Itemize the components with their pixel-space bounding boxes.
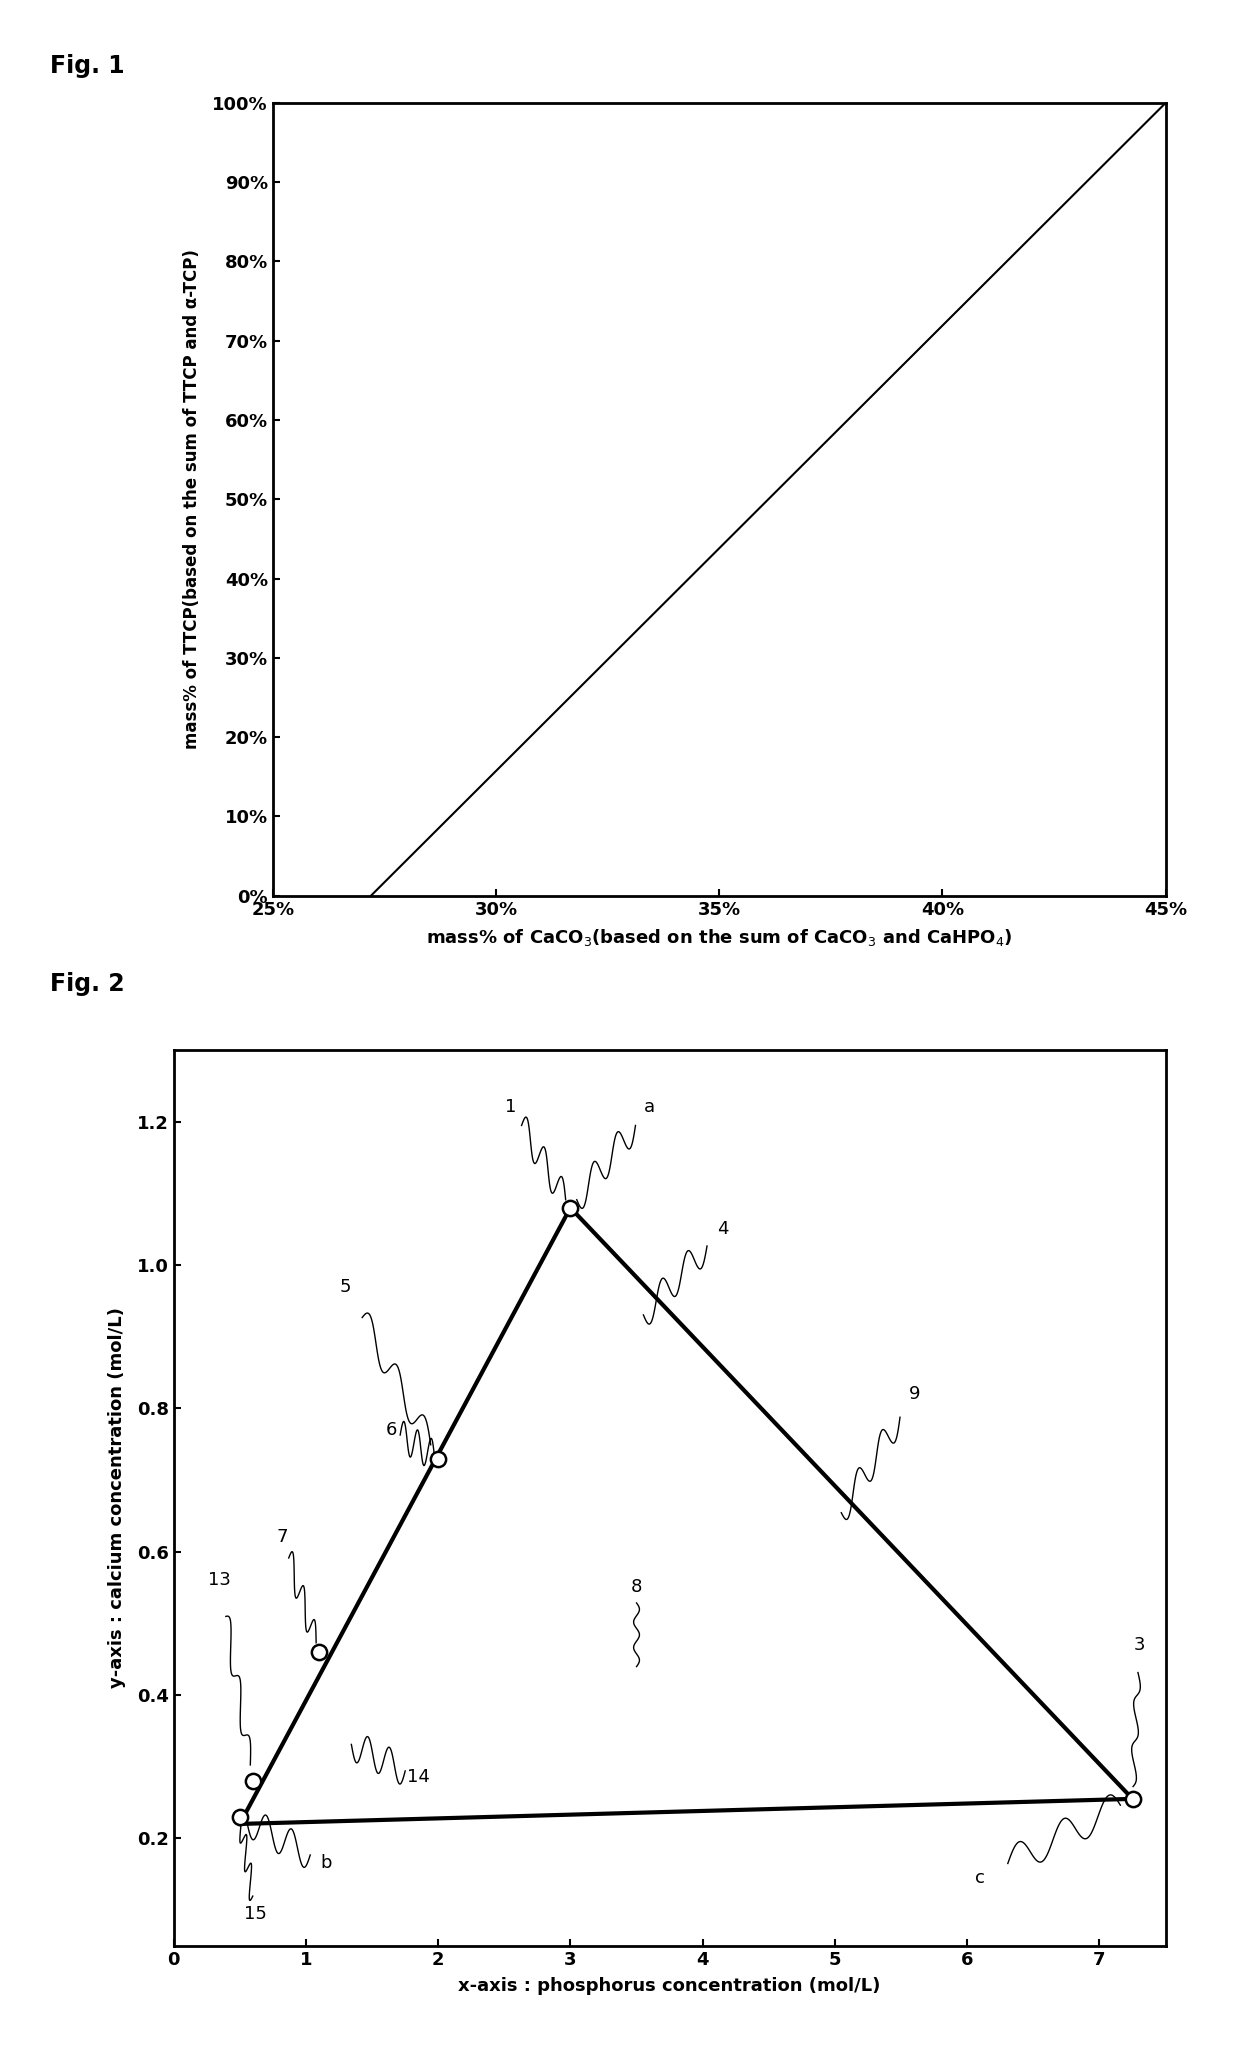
Y-axis label: mass% of TTCP(based on the sum of TTCP and α-TCP): mass% of TTCP(based on the sum of TTCP a… [184,249,201,749]
Text: 5: 5 [340,1277,351,1295]
Text: Fig. 1: Fig. 1 [50,54,124,78]
Text: 15: 15 [244,1905,267,1923]
Text: 14: 14 [407,1769,430,1787]
Text: b: b [320,1855,331,1872]
Text: 13: 13 [208,1571,232,1590]
Text: 3: 3 [1133,1635,1145,1653]
Text: 6: 6 [386,1421,398,1439]
Text: a: a [645,1097,655,1116]
X-axis label: x-axis : phosphorus concentration (mol/L): x-axis : phosphorus concentration (mol/L… [459,1977,880,1995]
Text: 4: 4 [717,1221,728,1237]
Text: 8: 8 [631,1579,642,1596]
Text: 1: 1 [505,1097,517,1116]
Text: c: c [976,1870,986,1886]
Text: 7: 7 [277,1528,288,1546]
Text: 9: 9 [909,1386,920,1402]
Y-axis label: y-axis : calcium concentration (mol/L): y-axis : calcium concentration (mol/L) [108,1307,125,1688]
X-axis label: mass% of CaCO$_3$(based on the sum of CaCO$_3$ and CaHPO$_4$): mass% of CaCO$_3$(based on the sum of Ca… [425,927,1013,947]
Text: Fig. 2: Fig. 2 [50,972,124,997]
